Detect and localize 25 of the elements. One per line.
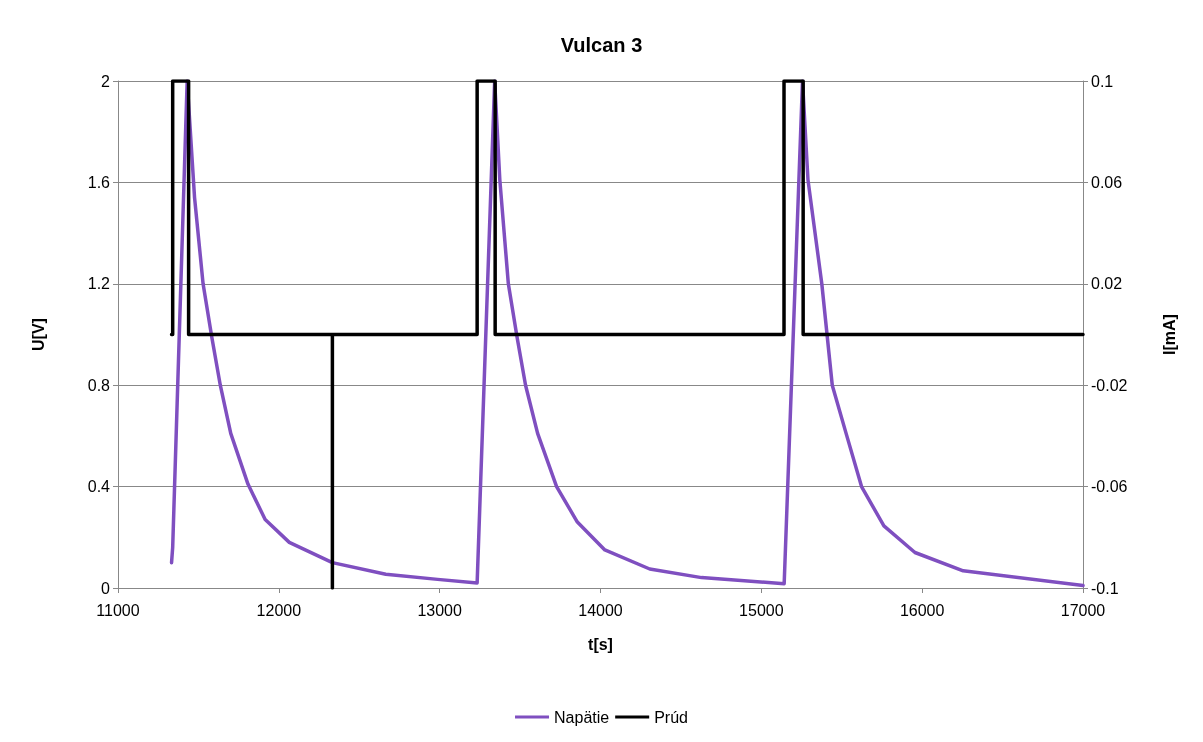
y-tick-label: 2 — [101, 72, 111, 90]
y-tick-label: 1.6 — [87, 173, 111, 191]
y2-tick-label: 0.06 — [1091, 173, 1123, 191]
y2-tick-label: 0.02 — [1091, 275, 1123, 293]
x-axis-title: t[s] — [588, 635, 613, 653]
y-tick-label: 0.4 — [87, 478, 111, 496]
y2-tick-label: -0.06 — [1091, 478, 1128, 496]
y-tick-label: 0 — [101, 579, 111, 597]
y2-tick-label: -0.1 — [1091, 579, 1119, 597]
legend-label: Prúd — [654, 708, 688, 726]
y-tick-label: 1.2 — [87, 275, 111, 293]
y2-axis-title: I[mA] — [1160, 314, 1178, 355]
x-tick-label: 11000 — [96, 601, 140, 619]
chart-title: Vulcan 3 — [560, 34, 643, 56]
y2-tick-label: -0.02 — [1091, 376, 1128, 394]
x-tick-label: 15000 — [739, 601, 784, 619]
legend-label: Napätie — [554, 708, 610, 726]
y2-tick-label: 0.1 — [1091, 72, 1114, 90]
x-tick-label: 16000 — [899, 601, 945, 619]
x-tick-label: 13000 — [417, 601, 463, 619]
x-tick-label: 17000 — [1060, 601, 1106, 619]
y-axis-title: U[V] — [29, 318, 47, 351]
x-tick-label: 14000 — [578, 601, 623, 619]
x-tick-label: 12000 — [256, 601, 302, 619]
y-tick-label: 0.8 — [87, 376, 111, 394]
